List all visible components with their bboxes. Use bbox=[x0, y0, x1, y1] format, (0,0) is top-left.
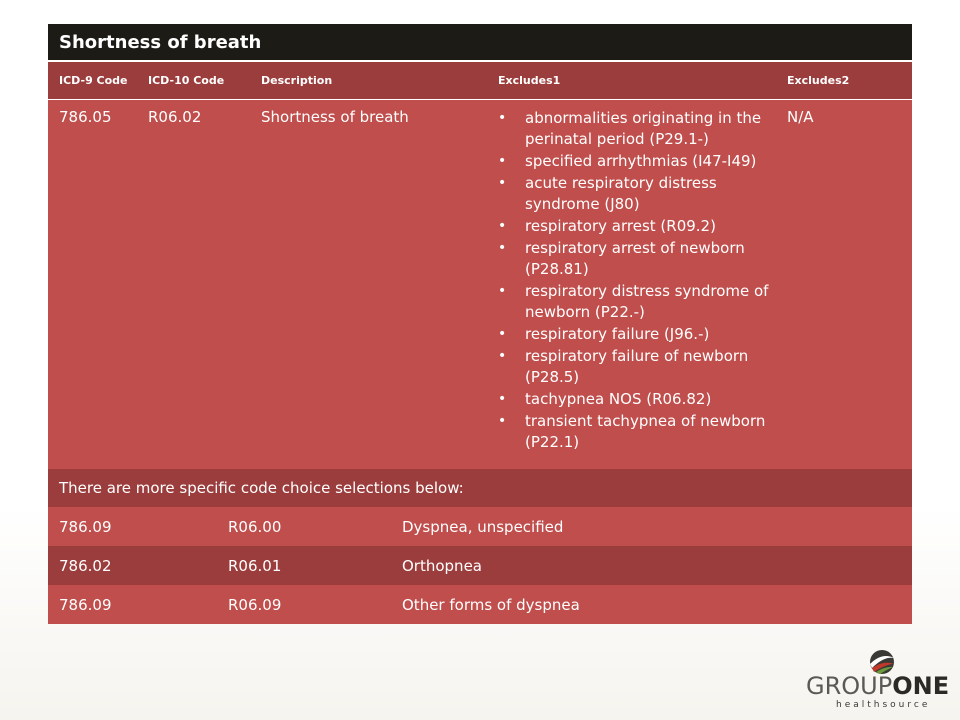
sub-icd10: R06.00 bbox=[228, 517, 282, 536]
logo-wordmark: GROUPONE bbox=[806, 672, 949, 700]
list-item: respiratory distress syndrome of newborn… bbox=[498, 281, 787, 323]
list-item: transient tachypnea of newborn (P22.1) bbox=[498, 411, 787, 453]
table-row: 786.02 R06.01 Orthopnea bbox=[48, 546, 912, 585]
sub-icd10: R06.01 bbox=[228, 556, 282, 575]
list-item: abnormalities originating in the perinat… bbox=[498, 108, 787, 150]
list-item: acute respiratory distress syndrome (J80… bbox=[498, 173, 787, 215]
sub-description: Dyspnea, unspecified bbox=[402, 517, 564, 536]
sub-icd9: 786.09 bbox=[59, 595, 112, 614]
sub-icd9: 786.09 bbox=[59, 517, 112, 536]
code-table: Shortness of breath ICD-9 Code ICD-10 Co… bbox=[48, 24, 912, 624]
list-item: respiratory arrest of newborn (P28.81) bbox=[498, 238, 787, 280]
logo-name-light: GROUP bbox=[806, 672, 893, 700]
header-row: ICD-9 Code ICD-10 Code Description Exclu… bbox=[48, 62, 912, 100]
table-title-text: Shortness of breath bbox=[59, 31, 262, 53]
sub-icd10: R06.09 bbox=[228, 595, 282, 614]
excludes1-list: abnormalities originating in the perinat… bbox=[498, 108, 787, 453]
table-title: Shortness of breath bbox=[48, 24, 912, 62]
logo-tagline: healthsource bbox=[836, 700, 931, 710]
sub-icd9: 786.02 bbox=[59, 556, 112, 575]
header-icd9: ICD-9 Code bbox=[59, 74, 128, 87]
note-row: There are more specific code choice sele… bbox=[48, 469, 912, 507]
list-item: respiratory failure of newborn (P28.5) bbox=[498, 346, 787, 388]
logo-name-bold: ONE bbox=[892, 672, 950, 700]
header-excludes2: Excludes2 bbox=[787, 74, 850, 87]
table-row: 786.09 R06.09 Other forms of dyspnea bbox=[48, 585, 912, 624]
note-text: There are more specific code choice sele… bbox=[59, 479, 464, 497]
sub-description: Orthopnea bbox=[402, 556, 482, 575]
sub-description: Other forms of dyspnea bbox=[402, 595, 580, 614]
table-row: 786.09 R06.00 Dyspnea, unspecified bbox=[48, 507, 912, 546]
list-item: tachypnea NOS (R06.82) bbox=[498, 389, 787, 410]
list-item: respiratory arrest (R09.2) bbox=[498, 216, 787, 237]
cell-excludes1: abnormalities originating in the perinat… bbox=[498, 108, 787, 469]
cell-icd10: R06.02 bbox=[148, 108, 202, 126]
header-icd10: ICD-10 Code bbox=[148, 74, 225, 87]
table-row: 786.05 R06.02 Shortness of breath abnorm… bbox=[48, 100, 912, 469]
swirl-globe-icon bbox=[870, 650, 894, 674]
cell-icd9: 786.05 bbox=[59, 108, 112, 126]
header-excludes1: Excludes1 bbox=[498, 74, 561, 87]
header-description: Description bbox=[261, 74, 333, 87]
cell-description: Shortness of breath bbox=[261, 108, 409, 126]
list-item: respiratory failure (J96.-) bbox=[498, 324, 787, 345]
cell-excludes2: N/A bbox=[787, 108, 814, 126]
list-item: specified arrhythmias (I47-I49) bbox=[498, 151, 787, 172]
